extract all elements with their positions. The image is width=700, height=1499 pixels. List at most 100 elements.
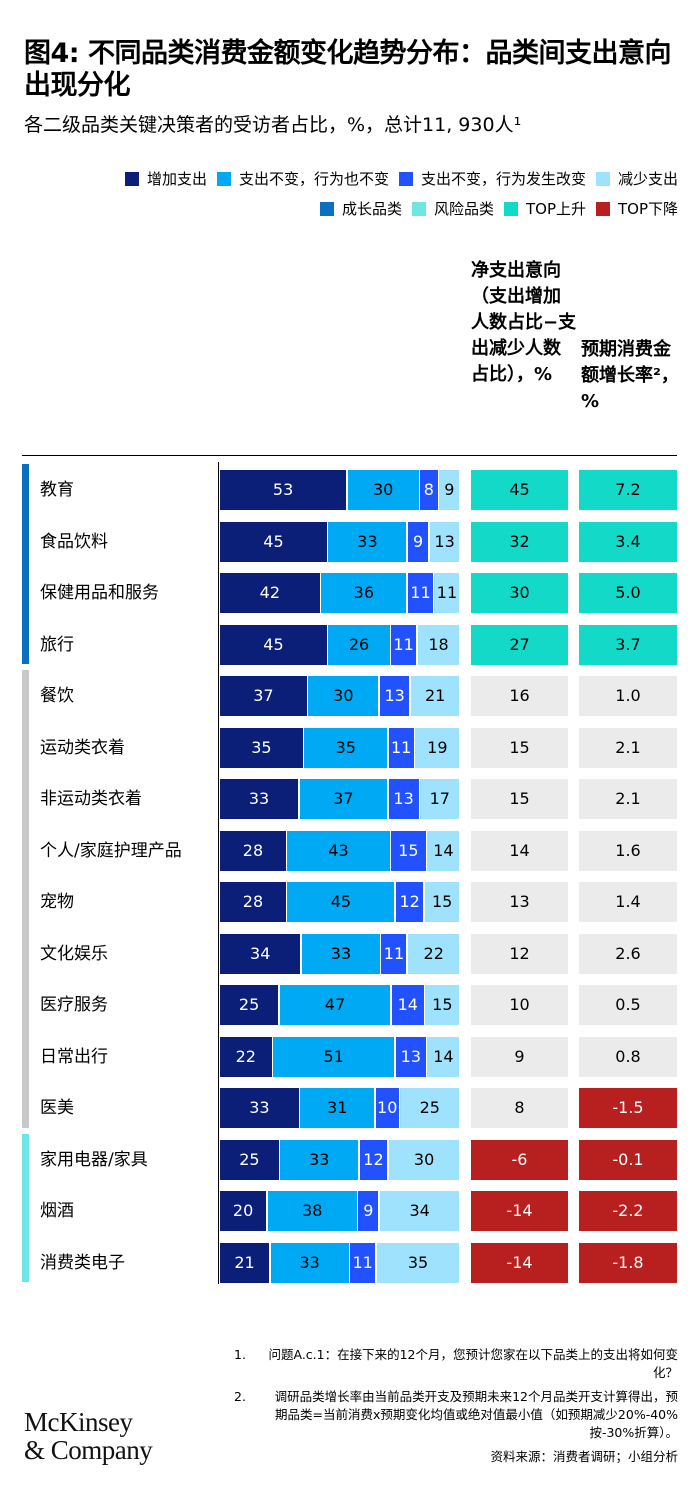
- net-intent-value: 15: [471, 779, 568, 819]
- chart-subtitle: 各二级品类关键决策者的受访者占比，%，总计11, 930人¹: [24, 114, 522, 136]
- net-intent-value: -14: [471, 1191, 568, 1231]
- bar-segment: 11: [434, 573, 460, 613]
- category-label: 个人/家庭护理产品: [40, 840, 182, 861]
- bar-segment: 33: [301, 933, 380, 974]
- bar-segment: 45: [220, 624, 327, 665]
- bar-segment: 22: [220, 1036, 272, 1077]
- net-intent-value: 10: [471, 985, 568, 1025]
- bar-segment: 9: [358, 1191, 379, 1231]
- legend-label: 成长品类: [341, 200, 402, 218]
- legend-row-2: 成长品类 风险品类 TOP上升 TOP下降: [319, 198, 678, 219]
- bar-segment: 13: [429, 521, 460, 562]
- bar-segment: 12: [359, 1139, 388, 1180]
- legend-item: 减少支出: [595, 168, 678, 189]
- group-indicator-bar: [22, 767, 29, 819]
- legend-row-1: 增加支出 支出不变，行为也不变 支出不变，行为发生改变 减少支出: [124, 168, 678, 189]
- bar-segment: 45: [220, 521, 327, 562]
- bar-segment: 30: [308, 676, 379, 716]
- category-label: 食品饮料: [40, 531, 108, 552]
- category-label: 医美: [40, 1098, 74, 1118]
- legend-swatch: [411, 201, 426, 216]
- footnotes: 1. 问题A.c.1：在接下来的12个月，您预计您家在以下品类上的支出将如何变化？…: [230, 1346, 678, 1466]
- bar-segment: 11: [391, 624, 417, 665]
- legend-swatch: [595, 201, 610, 216]
- legend-item: TOP上升: [503, 198, 586, 219]
- bar-segment: 14: [391, 985, 424, 1025]
- bar-segment: 43: [287, 830, 390, 871]
- bar-segment: 11: [407, 573, 433, 613]
- growth-rate-value: -1.5: [579, 1088, 677, 1128]
- net-intent-value: 8: [471, 1088, 568, 1128]
- growth-rate-value: 1.4: [579, 882, 677, 922]
- category-label: 旅行: [40, 634, 74, 655]
- net-intent-value: -14: [471, 1242, 568, 1283]
- legend-item: 风险品类: [411, 198, 494, 219]
- net-intent-value: 12: [471, 933, 568, 974]
- legend-swatch: [216, 171, 231, 186]
- bar-segment: 35: [304, 727, 388, 768]
- growth-rate-value: 2.1: [579, 727, 677, 768]
- growth-rate-value: -2.2: [579, 1191, 677, 1231]
- bar-segment: 25: [220, 1139, 279, 1180]
- bar-axis-line: [218, 462, 219, 1284]
- category-label: 运动类衣着: [40, 737, 125, 758]
- group-indicator-bar: [22, 561, 29, 613]
- category-label: 保健用品和服务: [40, 583, 159, 603]
- group-indicator-bar: [22, 509, 29, 561]
- bar-segment: 51: [273, 1036, 395, 1077]
- group-indicator-bar: [22, 1133, 29, 1185]
- bar-segment: 34: [379, 1191, 460, 1231]
- net-intent-value: 9: [471, 1036, 568, 1077]
- category-label: 非运动类衣着: [40, 789, 142, 809]
- group-indicator-bar: [22, 1076, 29, 1128]
- bar-segment: 33: [220, 1088, 299, 1128]
- bar-segment: 36: [321, 573, 407, 613]
- group-indicator-bar: [22, 1179, 29, 1231]
- group-indicator-bar: [22, 464, 29, 516]
- net-intent-value: 32: [471, 521, 568, 562]
- category-label: 宠物: [40, 892, 74, 912]
- legend-label: TOP下降: [617, 200, 678, 218]
- header-divider: [22, 455, 677, 456]
- bar-segment: 38: [267, 1191, 357, 1231]
- net-intent-column-header: 净支出意向（支出增加人数占比−支出减少人数占比），%: [471, 260, 577, 385]
- legend-swatch: [503, 201, 518, 216]
- legend-item: 成长品类: [319, 198, 402, 219]
- growth-rate-value: 2.6: [579, 933, 677, 974]
- growth-rate-value: 3.7: [579, 624, 677, 665]
- bar-segment: 33: [270, 1242, 349, 1283]
- growth-rate-value: 5.0: [579, 573, 677, 613]
- legend-swatch: [124, 171, 139, 186]
- footnote: 2. 调研品类增长率由当前品类开支及预期未来12个月品类开支计算得出，预期品类=当…: [230, 1388, 678, 1442]
- bar-segment: 22: [407, 933, 460, 974]
- net-intent-value: 30: [471, 573, 568, 613]
- bar-segment: 12: [395, 882, 424, 922]
- bar-segment: 18: [417, 624, 460, 665]
- bar-segment: 45: [287, 882, 395, 922]
- bar-segment: 14: [427, 830, 460, 871]
- legend-label: 增加支出: [146, 170, 207, 188]
- category-label: 家用电器/家具: [40, 1149, 148, 1170]
- bar-segment: 34: [220, 933, 301, 974]
- growth-column-header: 预期消费金额增长率²，%: [581, 339, 679, 412]
- growth-rate-value: -0.1: [579, 1139, 677, 1180]
- legend-label: 减少支出: [617, 170, 678, 188]
- bar-segment: 37: [220, 676, 307, 716]
- group-indicator-bar: [22, 818, 29, 870]
- growth-rate-value: 0.5: [579, 985, 677, 1025]
- bar-segment: 42: [220, 573, 320, 613]
- legend-item: 增加支出: [124, 168, 207, 189]
- net-intent-value: 45: [471, 470, 568, 510]
- bar-segment: 11: [381, 933, 407, 974]
- group-indicator-bar: [22, 921, 29, 973]
- bar-segment: 35: [376, 1242, 460, 1283]
- logo-line-2: & Company: [24, 1435, 153, 1465]
- net-intent-value: 14: [471, 830, 568, 871]
- bar-segment: 53: [220, 470, 347, 510]
- bar-segment: 13: [379, 676, 410, 716]
- category-label: 医疗服务: [40, 995, 108, 1015]
- bar-segment: 17: [420, 779, 460, 819]
- net-intent-value: 15: [471, 727, 568, 768]
- bar-segment: 21: [410, 676, 460, 716]
